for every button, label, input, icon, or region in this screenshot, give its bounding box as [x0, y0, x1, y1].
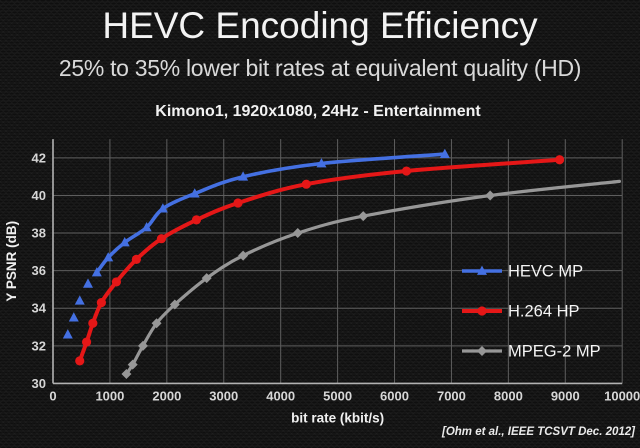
triangle-marker: [83, 278, 94, 288]
y-tick-label: 34: [32, 301, 47, 316]
triangle-marker: [91, 267, 102, 277]
x-tick-label: 5000: [323, 388, 352, 403]
circle-marker: [81, 337, 92, 347]
diamond-marker: [127, 359, 138, 370]
x-tick-label: 0: [49, 388, 56, 403]
triangle-marker: [119, 237, 130, 247]
triangle-marker: [439, 148, 450, 159]
diamond-marker: [201, 273, 212, 284]
triangle-marker: [189, 188, 200, 198]
triangle-marker: [316, 158, 327, 168]
x-tick-label: 1000: [95, 388, 124, 403]
circle-marker: [191, 215, 202, 225]
diamond-marker: [137, 340, 148, 351]
triangle-marker: [103, 252, 114, 262]
x-tick-label: 3000: [209, 388, 238, 403]
diamond-marker: [151, 318, 162, 329]
x-tick-label: 2000: [152, 388, 181, 403]
x-tick-label: 10000: [604, 388, 640, 403]
circle-marker: [131, 254, 141, 264]
diamond-marker: [169, 299, 180, 310]
diamond-marker: [477, 346, 487, 356]
slide-subtitle: 25% to 35% lower bit rates at equivalent…: [58, 55, 582, 81]
diamond-marker: [358, 211, 369, 222]
axes: [52, 139, 623, 385]
h-264-hp-series: [75, 155, 565, 366]
circle-marker: [75, 356, 85, 366]
legend-item-mpeg-2-mp: MPEG-2 MP: [462, 343, 601, 361]
y-tick-label: 38: [32, 226, 46, 241]
circle-marker: [301, 179, 311, 189]
legend-item-h-264-hp: H.264 HP: [462, 303, 580, 321]
triangle-marker: [68, 312, 79, 322]
y-axis-label: Y PSNR (dB): [4, 221, 19, 302]
triangle-marker: [141, 222, 152, 232]
diamond-marker: [485, 190, 496, 201]
circle-marker: [554, 155, 565, 165]
mpeg-2-mp-series: [121, 179, 621, 380]
circle-marker: [477, 306, 487, 316]
triangle-marker: [157, 203, 168, 213]
diamond-marker: [121, 369, 132, 380]
rd-curves-chart: 0 1000 2000 3000 4000 5000 6000 7000 8000 9000 100…: [4, 139, 640, 425]
y-tick-label: 36: [32, 263, 46, 278]
x-tick-label: 4000: [266, 388, 295, 403]
legend-label: HEVC MP: [508, 263, 583, 281]
diamond-marker: [238, 250, 249, 261]
diamond-marker: [292, 228, 303, 239]
legend-item-hevc-mp: HEVC MP: [462, 263, 583, 281]
citation-text: [Ohm et al., IEEE TCSVT Dec. 2012]: [441, 426, 635, 438]
triangle-marker: [477, 265, 487, 275]
circle-marker: [96, 297, 106, 308]
x-tick-label: 7000: [437, 388, 466, 403]
y-tick-label: 40: [32, 188, 46, 203]
x-tick-label: 6000: [380, 388, 409, 403]
circle-marker: [111, 277, 122, 287]
circle-marker: [401, 166, 412, 176]
y-tick-label: 32: [32, 338, 46, 353]
hevc-mp-series: [62, 148, 450, 339]
triangle-marker: [238, 171, 249, 181]
triangle-marker: [74, 295, 85, 305]
legend-label: MPEG-2 MP: [508, 343, 601, 361]
legend: HEVC MP H.264 HP MPEG-2 MP: [462, 263, 601, 361]
tick-labels: 0 1000 2000 3000 4000 5000 6000 7000 8000 9000 100…: [32, 150, 640, 403]
circle-marker: [88, 318, 98, 328]
y-tick-label: 42: [32, 150, 46, 165]
legend-label: H.264 HP: [508, 303, 580, 321]
circle-marker: [233, 198, 243, 208]
x-axis-label: bit rate (kbit/s): [291, 410, 384, 425]
triangle-marker: [62, 329, 73, 339]
chart-title: Kimono1, 1920x1080, 24Hz - Entertainment: [155, 103, 481, 120]
slide-title: HEVC Encoding Efficiency: [102, 5, 538, 46]
circle-marker: [156, 234, 167, 244]
y-tick-label: 30: [32, 376, 46, 391]
x-tick-label: 9000: [551, 388, 580, 403]
x-tick-label: 8000: [494, 388, 523, 403]
